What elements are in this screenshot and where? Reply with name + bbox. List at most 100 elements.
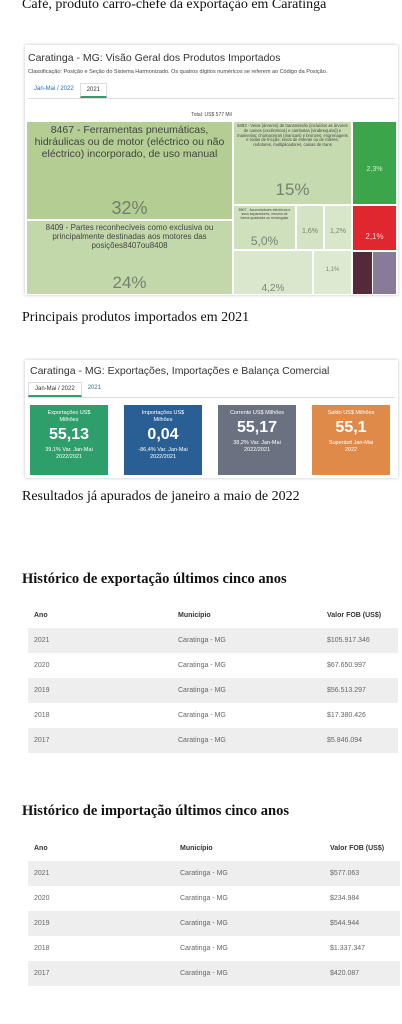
table-cell: 2019 [34,687,50,694]
tile-share: 1,6% [302,228,318,235]
tab[interactable]: 2021 [79,83,108,98]
treemap-tile: 1,6% [296,205,324,250]
tabs: Jan-Mai / 2022 2021 [28,382,395,398]
treemap-panel: Caratinga - MG: Visão Geral dos Produtos… [25,45,398,295]
tab[interactable]: 2021 [87,385,102,391]
table-cell: $1.337.347 [330,945,366,952]
tab[interactable]: Jan-Mai / 2022 [34,86,74,92]
kpi-label: Saldo US$ Milhões [327,410,375,416]
tile-share: 24% [112,273,147,292]
tile-share: 1,2% [330,228,346,235]
treemap-tile: 1,1% [313,250,352,295]
table-cell: Caratinga - MG [180,945,228,952]
table-row: 2021 Caratinga - MG $577.063 [28,861,400,886]
kpi-value: 55,13 [48,426,90,444]
treemap: 8467 - Ferramentas pneumáticas, hidráuli… [26,121,397,295]
kpi-label: Exportações US$ Milhões [47,410,91,424]
treemap-tile: 8409 - Partes reconhecíveis como exclusi… [26,220,233,295]
table-cell: $17.380.426 [327,712,366,719]
table-cell: Caratinga - MG [180,970,228,977]
treemap-tile: 4,2% [233,250,313,295]
table-cell: Caratinga - MG [178,662,226,669]
table-row: 2019 Caratinga - MG $544.944 [28,911,400,936]
tile-share: 32% [111,198,148,218]
panel-title: Caratinga - MG: Visão Geral dos Produtos… [28,52,281,64]
table-cell: Caratinga - MG [180,920,228,927]
tabs: Jan-Mai / 2022 2021 [28,83,395,99]
column-header: Valor FOB (US$) [327,612,382,619]
table-cell: 2021 [34,637,50,644]
table-cell: 2018 [34,712,50,719]
table-row: 2018 Caratinga - MG $17.380.426 [28,703,398,728]
treemap-tile: 2,1% [352,205,397,251]
table-cell: $420.087 [330,970,360,977]
table-cell: $56.513.297 [327,687,366,694]
kpi-value: 55,1 [335,419,367,437]
kpi-note: Superávit Jan-Mai 2022 [328,440,374,454]
table-cell: 2020 [34,895,50,902]
table-cell: Caratinga - MG [180,895,228,902]
treemap-tile: 8483 - Veios (árvores) de transmissão (i… [233,121,352,205]
treemap-tile: 1,2% [324,205,352,250]
total: Total: US$ 577 Mil [191,112,232,118]
table-cell: $67.650.997 [327,662,366,669]
table-cell: 2017 [34,970,50,977]
table-cell: 2021 [34,870,50,877]
table-cell: $5.846.094 [327,737,363,744]
tile-share: 2,3% [366,166,383,173]
section-heading: Histórico de exportação últimos cinco an… [22,571,287,587]
tile-share: 15% [275,180,310,199]
tab[interactable]: Jan-Mai / 2022 [28,382,82,397]
table-cell: 2019 [34,920,50,927]
kpi-label: Importações US$ Milhões [141,410,185,424]
kpi-value: 55,17 [236,419,278,437]
treemap-tile: 8467 - Ferramentas pneumáticas, hidráuli… [26,121,233,220]
kpi-card: Saldo US$ Milhões 55,1 Superávit Jan-Mai 2… [312,405,390,475]
table-cell: $105.917.346 [327,637,370,644]
kpi-label: Corrente US$ Milhões [229,410,285,416]
table-row: 2017 Caratinga - MG $5.846.094 [28,728,398,753]
treemap-tile [372,251,397,295]
column-header: Município [180,845,213,852]
table-row: 2019 Caratinga - MG $56.513.297 [28,678,398,703]
treemap-tile: 2,3% [352,121,397,205]
column-header: Ano [34,845,48,852]
table-cell: 2020 [34,662,50,669]
treemap-tile: 8507 - Acumuladores eléctricos e seus se… [233,205,296,250]
table-header: Ano Município Valor FOB (US$) [28,836,400,861]
table-cell: Caratinga - MG [178,737,226,744]
tile-label: 8483 - Veios (árvores) de transmissão (i… [237,123,348,148]
tile-share: 1,1% [325,267,340,273]
kpi-card: Importações US$ Milhões 0,04 -86,4% Var. J… [124,405,202,475]
table-cell: Caratinga - MG [178,712,226,719]
tile-share: 4,2% [261,283,285,294]
table-row: 2018 Caratinga - MG $1.337.347 [28,936,400,961]
kpi-note: -86,4% Var. Jan-Mai 2022/2021 [138,447,188,461]
table: Ano Município Valor FOB (US$) 2021 Caratinga… [28,836,400,986]
table-row: 2020 Caratinga - MG $234.984 [28,886,400,911]
table-cell: $544.944 [330,920,360,927]
tile-label: 8409 - Partes reconhecíveis como exclusi… [45,223,214,251]
table-cell: Caratinga - MG [180,870,228,877]
table: Ano Município Valor FOB (US$) 2021 Caratinga… [28,603,398,753]
table-header: Ano Município Valor FOB (US$) [28,603,398,628]
kpi-value: 0,04 [147,426,179,444]
caption: Principais produtos importados em 2021 [22,310,250,325]
table-cell: $234.984 [330,895,360,902]
kpi-card: Exportações US$ Milhões 55,13 39,1% Var. J… [30,405,108,475]
tile-share: 2,1% [365,232,384,241]
column-header: Valor FOB (US$) [330,845,385,852]
tile-label: 8467 - Ferramentas pneumáticas, hidráuli… [34,124,225,161]
table-cell: Caratinga - MG [178,687,226,694]
table-cell: 2017 [34,737,50,744]
table-row: 2017 Caratinga - MG $420.087 [28,961,400,986]
table-cell: 2018 [34,945,50,952]
column-header: Ano [34,612,48,619]
caption: Resultados já apurados de janeiro a maio… [22,489,300,504]
table-cell: Caratinga - MG [178,637,226,644]
kpi-note: 39,1% Var. Jan-Mai 2022/2021 [45,447,93,461]
panel-subtitle: Classificação: Posição e Seção do Sistem… [28,69,328,75]
table-row: 2020 Caratinga - MG $67.650.997 [28,653,398,678]
kpi-card: Corrente US$ Milhões 55,17 38,2% Var. Jan-… [218,405,296,475]
